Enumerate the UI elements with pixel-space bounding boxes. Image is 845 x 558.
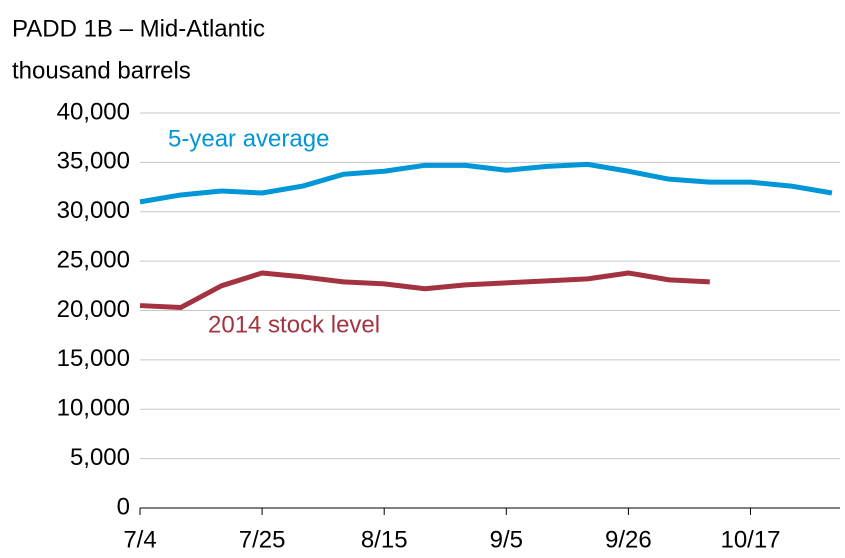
series-line — [139, 161, 833, 205]
x-tick-label: 7/25 — [239, 526, 286, 553]
x-tick-label: 9/5 — [490, 526, 523, 553]
y-tick-label: 30,000 — [57, 197, 130, 224]
y-tick-label: 0 — [117, 493, 130, 520]
y-tick-label: 10,000 — [57, 395, 130, 422]
y-tick-label: 35,000 — [57, 148, 130, 175]
chart-subtitle: thousand barrels — [12, 57, 191, 84]
y-tick-label: 15,000 — [57, 345, 130, 372]
series-label: 2014 stock level — [208, 311, 380, 338]
x-tick-label: 7/4 — [123, 526, 156, 553]
x-tick-label: 8/15 — [361, 526, 408, 553]
chart-title: PADD 1B – Mid-Atlantic — [12, 15, 265, 42]
x-tick-label: 10/17 — [720, 526, 780, 553]
series-label: 5-year average — [168, 125, 329, 152]
y-tick-label: 25,000 — [57, 246, 130, 273]
y-tick-label: 5,000 — [70, 444, 130, 471]
series-line — [139, 270, 710, 311]
y-tick-label: 40,000 — [57, 98, 130, 125]
y-tick-label: 20,000 — [57, 296, 130, 323]
x-tick-label: 9/26 — [605, 526, 652, 553]
